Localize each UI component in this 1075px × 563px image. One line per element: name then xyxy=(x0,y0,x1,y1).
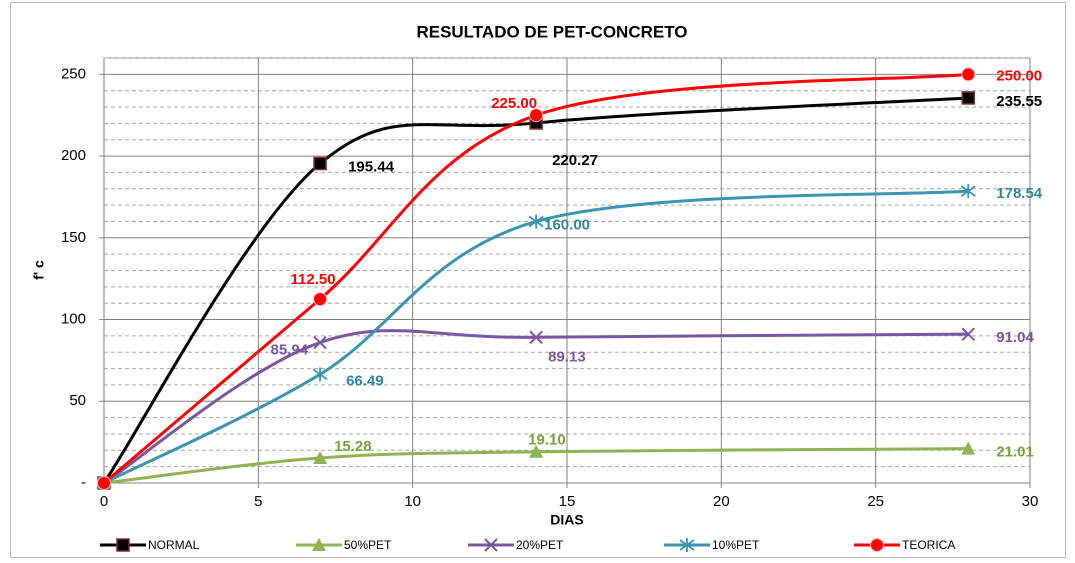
legend-item: TEORICA xyxy=(854,538,955,552)
data-label: 220.27 xyxy=(552,152,598,169)
y-tick-label: 50 xyxy=(69,392,86,409)
data-label: 235.55 xyxy=(996,93,1042,110)
marker xyxy=(313,451,328,465)
marker xyxy=(312,538,326,551)
marker xyxy=(961,67,976,82)
data-label: 160.00 xyxy=(544,216,590,233)
x-tick-label: 20 xyxy=(713,493,730,510)
legend-item: NORMAL xyxy=(100,538,200,552)
x-tick-label: 25 xyxy=(867,493,884,510)
marker xyxy=(313,292,328,307)
marker xyxy=(97,476,111,490)
data-label: 195.44 xyxy=(348,158,395,175)
marker xyxy=(961,327,975,341)
x-axis-title: DIAS xyxy=(550,512,583,528)
legend-item: 20%PET xyxy=(468,538,564,552)
legend-label: 20%PET xyxy=(516,538,564,552)
legend-item: 50%PET xyxy=(296,538,392,552)
series-line xyxy=(102,96,969,484)
data-label: 225.00 xyxy=(491,95,537,112)
marker xyxy=(313,156,327,171)
marker xyxy=(679,538,695,552)
marker xyxy=(870,538,884,552)
data-label: 21.01 xyxy=(996,444,1034,461)
series-line xyxy=(103,329,969,485)
series-line xyxy=(103,72,969,485)
y-axis-title: f' c xyxy=(31,260,47,280)
data-label: 89.13 xyxy=(548,348,586,365)
marker xyxy=(960,184,976,199)
series-line xyxy=(103,447,969,485)
y-tick-label: 200 xyxy=(61,147,86,164)
marker xyxy=(528,214,544,229)
marker xyxy=(529,108,544,123)
data-label: 66.49 xyxy=(346,372,384,389)
chart-title: RESULTADO DE PET-CONCRETO xyxy=(416,22,687,41)
marker xyxy=(529,444,544,458)
marker xyxy=(313,335,327,350)
y-tick-label: - xyxy=(81,474,86,491)
marker xyxy=(529,330,543,345)
x-tick-label: 0 xyxy=(100,493,108,510)
data-label: 91.04 xyxy=(996,329,1034,346)
legend-label: NORMAL xyxy=(148,538,200,552)
marker xyxy=(484,538,498,552)
series-line xyxy=(103,189,969,485)
data-label: 15.28 xyxy=(334,438,372,455)
marker xyxy=(961,441,976,455)
data-label: 112.50 xyxy=(291,271,336,288)
legend-label: TEORICA xyxy=(902,538,955,552)
data-label: 85.94 xyxy=(271,341,309,358)
x-tick-label: 10 xyxy=(404,493,421,510)
legend-item: 10%PET xyxy=(664,538,760,552)
legend-label: 50%PET xyxy=(344,538,392,552)
legend-label: 10%PET xyxy=(712,538,760,552)
data-label: 178.54 xyxy=(996,185,1043,202)
marker xyxy=(961,91,976,105)
y-tick-label: 150 xyxy=(61,229,86,246)
x-tick-label: 5 xyxy=(254,493,262,510)
marker xyxy=(116,538,130,552)
x-tick-label: 15 xyxy=(559,493,576,510)
marker xyxy=(312,367,328,382)
x-tick-label: 30 xyxy=(1022,493,1039,510)
data-label: 19.10 xyxy=(528,432,566,449)
data-label: 250.00 xyxy=(996,67,1042,84)
y-tick-label: 100 xyxy=(61,311,86,328)
y-tick-label: 250 xyxy=(61,65,86,82)
